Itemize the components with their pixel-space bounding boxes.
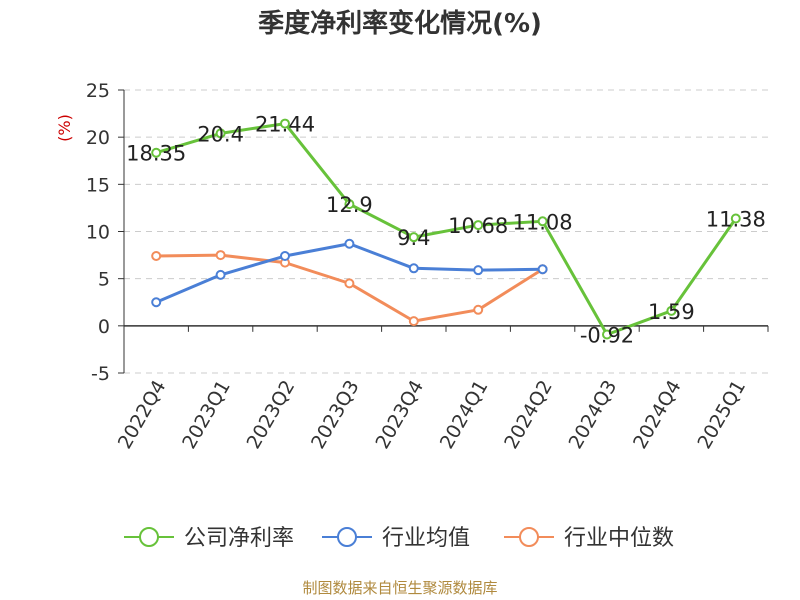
- data-point: [151, 251, 162, 262]
- x-tick-label: 2024Q2: [500, 377, 557, 453]
- legend: 公司净利率 行业均值 行业中位数: [124, 526, 674, 551]
- data-label: 12.9: [326, 193, 373, 217]
- data-point: [280, 251, 290, 262]
- x-tick-label: 2023Q4: [371, 377, 428, 453]
- data-point: [666, 305, 677, 316]
- data-point: [215, 128, 226, 139]
- data-point: [537, 216, 548, 227]
- data-point: [408, 263, 419, 274]
- data-point: [151, 297, 162, 308]
- data-point: [280, 118, 290, 129]
- y-tick-label: 5: [98, 269, 110, 291]
- y-tick-label: 0: [98, 316, 110, 338]
- y-tick-label: -5: [91, 363, 110, 385]
- x-tick-label: 2025Q1: [693, 377, 750, 453]
- legend-marker-circle: [139, 527, 159, 547]
- y-tick-label: 20: [86, 127, 110, 149]
- data-point: [151, 147, 162, 158]
- x-tick-label: 2023Q2: [243, 377, 300, 453]
- data-label: 9.4: [397, 226, 430, 250]
- x-tick-label: 2023Q1: [178, 377, 235, 453]
- data-point: [602, 329, 612, 340]
- x-tick-label: 2023Q3: [307, 377, 364, 453]
- data-point: [215, 250, 226, 261]
- data-point: [344, 238, 355, 249]
- data-point: [730, 213, 741, 224]
- data-label: 18.35: [126, 142, 186, 166]
- data-label: 21.44: [255, 113, 315, 137]
- data-point: [408, 316, 419, 327]
- data-point: [344, 199, 355, 210]
- y-tick-label: 10: [86, 222, 110, 244]
- legend-marker-circle: [519, 527, 539, 547]
- data-label: 11.08: [513, 210, 573, 234]
- x-tick-label: 2024Q3: [565, 377, 622, 453]
- data-point: [473, 220, 484, 231]
- y-tick-label: 15: [86, 174, 110, 196]
- source-note: 制图数据来自恒生聚源数据库: [302, 579, 497, 597]
- series-line: [155, 242, 543, 304]
- data-label: 1.59: [648, 300, 695, 324]
- x-tick-label: 2022Q4: [114, 377, 171, 453]
- y-tick-label: 25: [86, 80, 110, 102]
- legend-label: 公司净利率: [184, 526, 294, 551]
- x-tick-label: 2024Q4: [629, 377, 686, 453]
- axes: -5 0 5 10 15 20 25 2022Q4 2023Q1 2023Q2 2023Q3 2023…: [86, 80, 769, 453]
- data-label: 20.4: [197, 122, 244, 146]
- data-label: 11.38: [706, 207, 766, 231]
- y-axis-unit-label: (%): [55, 114, 74, 142]
- data-point: [537, 264, 548, 275]
- data-point: [408, 232, 419, 243]
- series-lines: [151, 118, 741, 340]
- legend-label: 行业均值: [382, 526, 470, 551]
- data-point: [473, 304, 484, 315]
- data-labels: 18.35 20.4 21.44 12.9 9.4 10.68 11.08 -0.92 1.59…: [126, 113, 766, 348]
- data-point: [215, 269, 226, 280]
- data-label: -0.92: [580, 324, 634, 348]
- x-tick-label: 2024Q1: [436, 377, 493, 453]
- chart-title: 季度净利率变化情况(%): [258, 8, 542, 39]
- legend-marker-circle: [337, 527, 357, 547]
- data-point: [473, 265, 484, 276]
- series-line: [155, 122, 738, 337]
- data-label: 10.68: [448, 214, 508, 238]
- data-point: [344, 278, 355, 289]
- legend-label: 行业中位数: [564, 526, 674, 551]
